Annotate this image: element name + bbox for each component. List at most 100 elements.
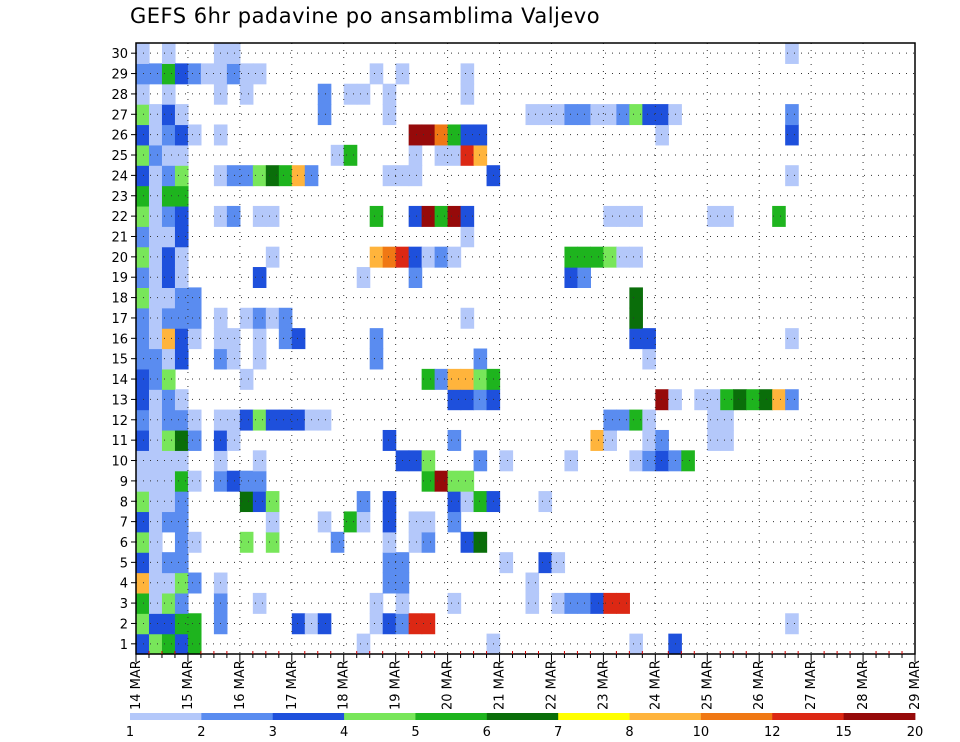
heatmap-cell <box>434 124 449 146</box>
heatmap-cell <box>629 307 643 329</box>
heatmap-cell <box>161 511 176 533</box>
heatmap-cell <box>265 491 280 513</box>
colorbar-label: 7 <box>554 725 562 740</box>
y-tick-label: 9 <box>120 475 128 490</box>
heatmap-cell <box>278 165 293 187</box>
heatmap-cell <box>265 165 280 187</box>
heatmap-cell <box>460 491 475 513</box>
heatmap-cell <box>148 104 163 126</box>
heatmap-cell <box>136 450 150 472</box>
heatmap-cell <box>460 226 475 248</box>
heatmap-cell <box>226 43 241 64</box>
heatmap-cell <box>136 63 150 85</box>
heatmap-cell <box>265 307 280 329</box>
heatmap-cell <box>785 124 799 146</box>
heatmap-cell <box>408 511 423 533</box>
heatmap-cell <box>187 328 202 350</box>
heatmap-cell <box>161 328 176 350</box>
heatmap-cell <box>252 63 267 85</box>
heatmap-cell <box>136 328 150 350</box>
heatmap-cell <box>239 83 254 105</box>
y-tick-label: 16 <box>111 332 128 347</box>
heatmap-cell <box>681 450 695 472</box>
heatmap-cell <box>148 511 163 533</box>
heatmap-cell <box>239 165 254 187</box>
heatmap-cell <box>382 246 397 268</box>
heatmap-cell <box>148 165 163 187</box>
heatmap-cell <box>343 511 358 533</box>
heatmap-cell <box>564 246 579 268</box>
heatmap-cell <box>148 633 163 655</box>
heatmap-cell <box>148 144 163 166</box>
heatmap-cell <box>447 246 462 268</box>
heatmap-cell <box>785 613 799 635</box>
y-tick-label: 2 <box>120 617 128 632</box>
heatmap-cell <box>382 165 397 187</box>
heatmap-cell <box>239 531 254 553</box>
heatmap-cell <box>161 613 176 635</box>
heatmap-cell <box>161 491 176 513</box>
heatmap-cell <box>746 389 760 411</box>
heatmap-cell <box>460 63 475 85</box>
heatmap-cell <box>136 205 150 227</box>
x-tick-label: 29 MAR <box>908 660 923 710</box>
heatmap-cell <box>629 205 643 227</box>
heatmap-cell <box>278 409 293 431</box>
heatmap-cell <box>174 144 189 166</box>
heatmap-cell <box>408 124 423 146</box>
y-tick-label: 12 <box>111 414 128 429</box>
heatmap-cell <box>538 552 553 574</box>
heatmap-cell <box>759 389 773 411</box>
heatmap-cell <box>460 389 475 411</box>
colorbar-label: 15 <box>835 725 852 740</box>
heatmap-cell <box>174 165 189 187</box>
heatmap-cell <box>148 287 163 309</box>
heatmap-cell <box>434 144 449 166</box>
heatmap-cell <box>265 511 280 533</box>
heatmap-cell <box>421 613 436 635</box>
heatmap-cell <box>187 613 202 635</box>
heatmap-cell <box>161 43 176 64</box>
heatmap-cell <box>148 409 163 431</box>
heatmap-cell <box>330 144 345 166</box>
heatmap-cell <box>720 205 734 227</box>
heatmap-cell <box>629 409 643 431</box>
y-axis: 1234567891011121314151617181920212223242… <box>111 47 136 653</box>
heatmap-cell <box>148 226 163 248</box>
heatmap-cell <box>421 246 436 268</box>
heatmap-cell <box>356 633 371 655</box>
heatmap-cell <box>148 572 163 594</box>
heatmap-cell <box>421 368 436 390</box>
heatmap-cell <box>136 43 150 64</box>
heatmap-cell <box>473 531 488 553</box>
heatmap-cell <box>603 429 617 451</box>
x-tick-label: 23 MAR <box>596 660 611 710</box>
heatmap-cell <box>382 83 397 105</box>
heatmap-cell <box>161 572 176 594</box>
heatmap-cell <box>447 124 462 146</box>
heatmap-cell <box>161 63 176 85</box>
colorbar-segment <box>201 713 274 720</box>
heatmap-cell <box>136 511 150 533</box>
heatmap-cell <box>136 613 150 635</box>
y-tick-label: 27 <box>111 108 128 123</box>
heatmap-cell <box>161 185 176 207</box>
heatmap-cell <box>161 450 176 472</box>
x-tick-label: 28 MAR <box>856 660 871 710</box>
y-tick-label: 25 <box>111 149 128 164</box>
heatmap-cell <box>356 511 371 533</box>
heatmap-cell <box>252 491 267 513</box>
heatmap-cell <box>161 246 176 268</box>
y-tick-label: 17 <box>111 312 128 327</box>
heatmap-cell <box>136 104 150 126</box>
heatmap-cell <box>356 267 371 288</box>
heatmap-cell <box>226 348 241 370</box>
heatmap-cell <box>148 450 163 472</box>
heatmap-cell <box>356 491 371 513</box>
heatmap-cell <box>291 328 306 350</box>
heatmap-cells <box>136 43 799 655</box>
heatmap-cell <box>343 144 358 166</box>
heatmap-cell <box>187 572 202 594</box>
y-tick-label: 21 <box>111 230 128 245</box>
heatmap-cell <box>174 613 189 635</box>
